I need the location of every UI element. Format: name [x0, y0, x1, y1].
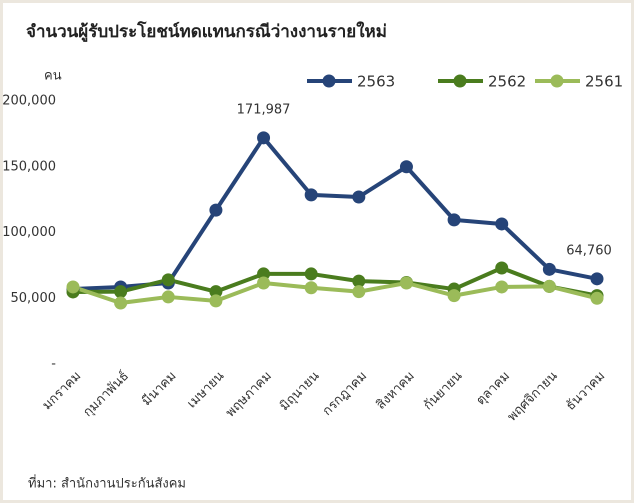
data-point: [590, 272, 604, 286]
data-point: [495, 280, 509, 294]
data-point: [352, 274, 366, 288]
y-tick-label: 200,000: [2, 94, 56, 109]
data-point: [495, 261, 509, 275]
source: ที่มา: สำนักงานประกันสังคม: [28, 475, 186, 492]
series-line: [72, 266, 598, 298]
data-point: [542, 262, 556, 276]
data-point: [209, 203, 223, 217]
y-tick-label: 150,000: [2, 159, 56, 174]
data-point: [399, 160, 413, 174]
data-point: [495, 217, 509, 231]
data-point: [257, 267, 271, 281]
y-tick-label: 100,000: [2, 225, 56, 240]
data-point: [399, 276, 413, 290]
data-point: [114, 285, 128, 299]
data-point: [447, 213, 461, 227]
data-point: [304, 188, 318, 202]
y-axis-label: คน: [44, 69, 62, 84]
data-point: [447, 289, 461, 303]
legend-marker: [550, 74, 564, 88]
data-point: [209, 294, 223, 308]
data-point: [257, 276, 271, 290]
y-tick-label: 50,000: [11, 291, 57, 306]
data-point: [66, 280, 80, 294]
legend-label: 2561: [585, 73, 623, 91]
data-point: [542, 279, 556, 293]
data-point: [304, 267, 318, 281]
background: [3, 3, 631, 500]
data-label: 64,760: [566, 243, 612, 258]
data-point: [161, 290, 175, 304]
data-point: [114, 296, 128, 310]
data-point: [257, 131, 271, 145]
data-point: [590, 291, 604, 305]
series-line: [72, 280, 598, 305]
legend-marker: [322, 74, 336, 88]
legend-marker: [453, 74, 467, 88]
data-point: [209, 285, 223, 299]
y-tick-label: -: [51, 357, 56, 372]
legend-label: 2563: [357, 73, 395, 91]
data-label: 171,987: [237, 102, 291, 117]
data-point: [304, 281, 318, 295]
data-point: [352, 285, 366, 299]
data-point: [161, 273, 175, 287]
data-point: [352, 190, 366, 204]
chart-title: จำนวนผู้รับประโยชน์ทดแทนกรณีว่างงานรายให…: [26, 21, 387, 43]
legend-label: 2562: [488, 73, 526, 91]
